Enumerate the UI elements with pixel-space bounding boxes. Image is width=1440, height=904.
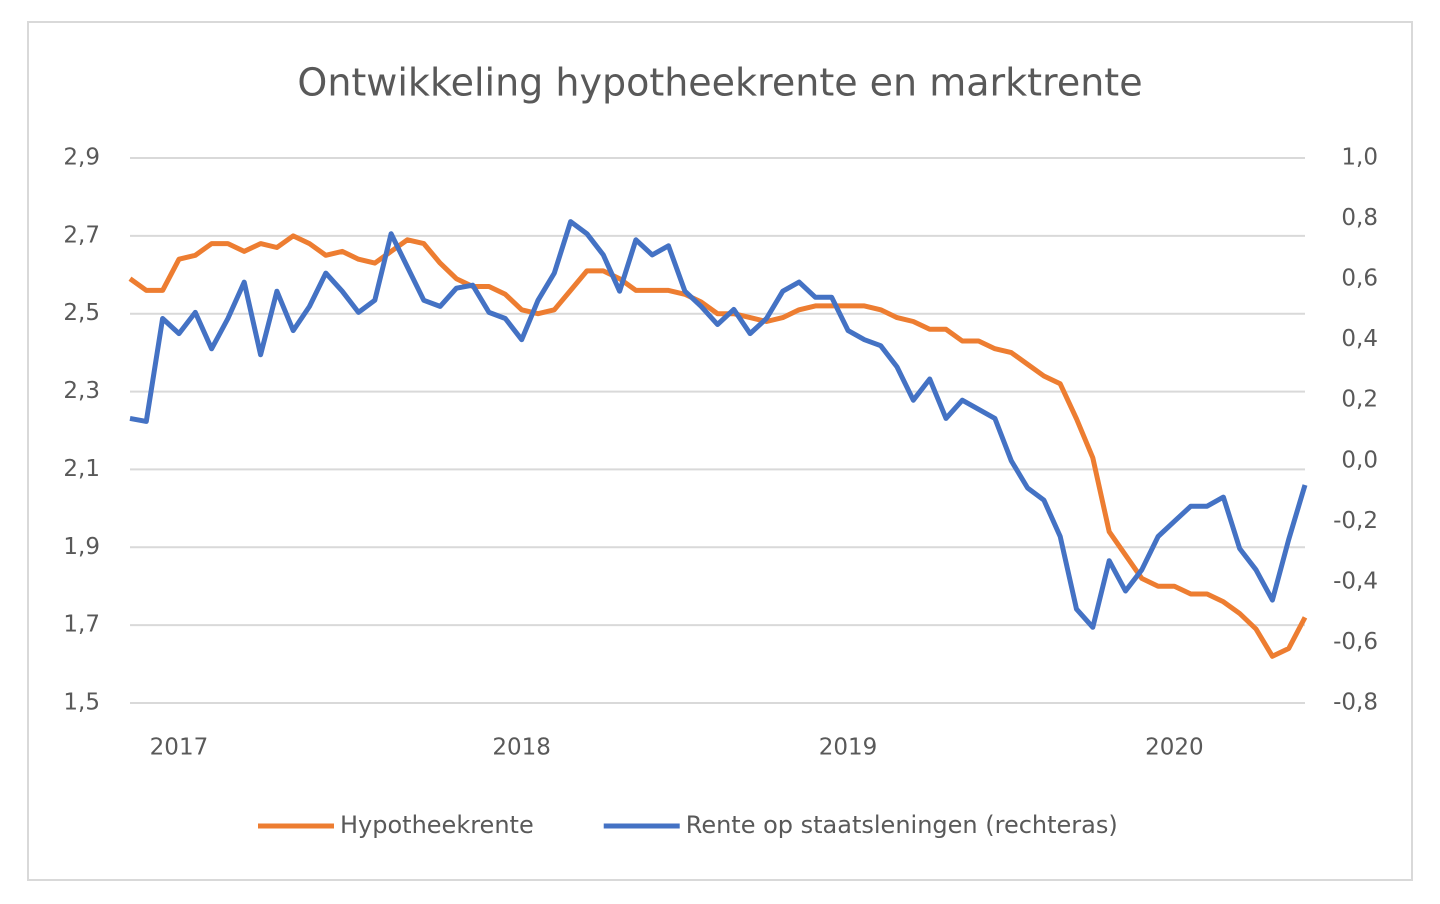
x-tick-label: 2018 — [492, 735, 551, 761]
y2-tick-label: 0,4 — [1341, 326, 1378, 352]
x-tick-label: 2020 — [1145, 735, 1204, 761]
x-tick-label: 2017 — [150, 735, 209, 761]
chart-title: Ontwikkeling hypotheekrente en marktrent… — [297, 61, 1142, 105]
x-tick-label: 2019 — [819, 735, 878, 761]
y2-tick-label: -0,2 — [1333, 508, 1378, 534]
y-tick-label: 1,9 — [63, 534, 100, 560]
chart-frame — [27, 21, 1413, 881]
y-tick-label: 1,7 — [63, 612, 100, 638]
y2-tick-label: 0,2 — [1341, 387, 1378, 413]
y-tick-label: 2,7 — [63, 222, 100, 248]
y2-tick-label: 0,8 — [1341, 205, 1378, 231]
y2-tick-label: 1,0 — [1341, 145, 1378, 171]
legend-label: Rente op staatsleningen (rechteras) — [686, 811, 1118, 839]
y2-tick-label: -0,6 — [1333, 629, 1378, 655]
y-tick-label: 2,3 — [63, 378, 100, 404]
y-tick-label: 1,5 — [63, 690, 100, 716]
y-tick-label: 2,9 — [63, 145, 100, 171]
y-tick-label: 2,1 — [63, 456, 100, 482]
series-line — [128, 233, 1308, 659]
y-tick-label: 2,5 — [63, 300, 100, 326]
y2-tick-label: 0,6 — [1341, 266, 1378, 292]
legend-label: Hypotheekrente — [340, 811, 534, 839]
series-line — [129, 219, 1308, 630]
y2-tick-label: -0,8 — [1333, 690, 1378, 716]
y2-tick-label: 0,0 — [1341, 447, 1378, 473]
y2-tick-label: -0,4 — [1333, 568, 1378, 594]
